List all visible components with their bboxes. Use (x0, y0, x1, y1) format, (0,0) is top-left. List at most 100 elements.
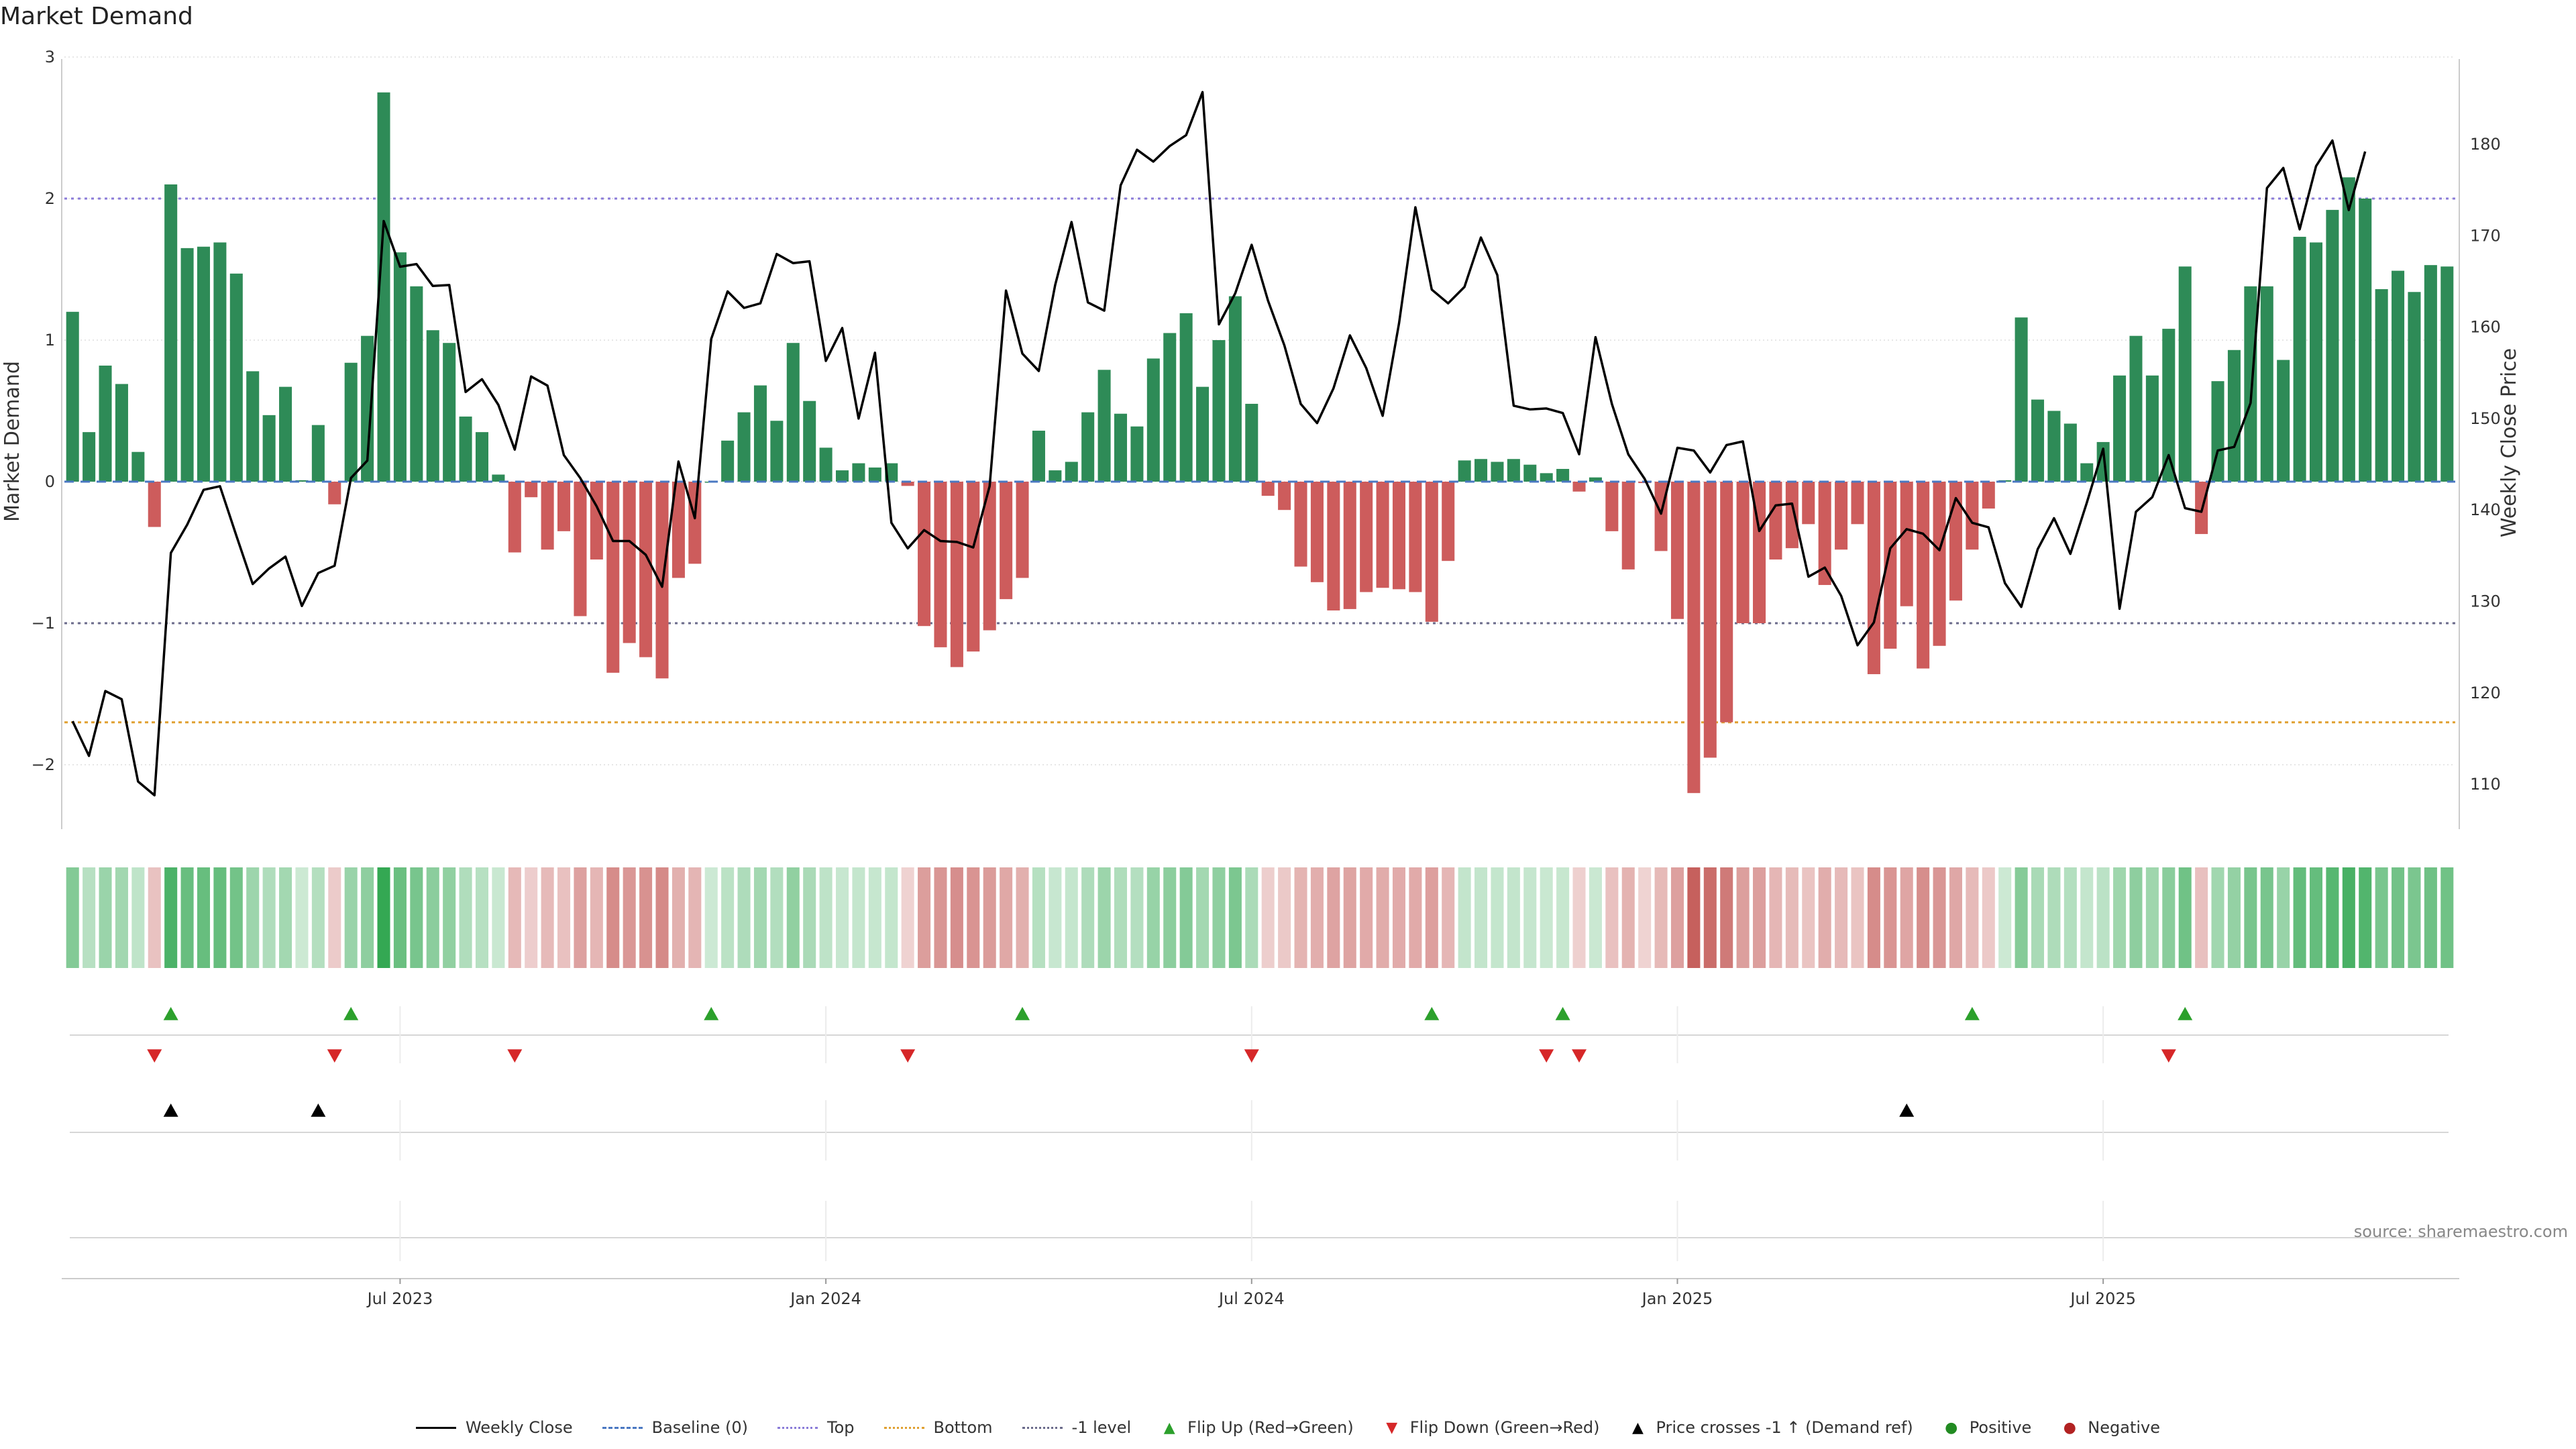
demand-bar (1572, 482, 1586, 492)
heat-cell (1605, 867, 1619, 968)
demand-bar (2408, 292, 2421, 482)
demand-bar (262, 415, 276, 482)
heat-cell (1097, 867, 1111, 968)
demand-bar (2260, 286, 2273, 482)
heat-cell (655, 867, 669, 968)
triangle-up-icon: ▲ (1163, 1419, 1175, 1436)
demand-bar (1032, 431, 1045, 482)
heat-cell (1998, 867, 2012, 968)
demand-bar (934, 482, 947, 647)
demand-bar (1982, 482, 1995, 509)
demand-bar (131, 451, 145, 482)
legend-label: Flip Down (Green→Red) (1409, 1418, 1600, 1437)
heat-cell (131, 867, 145, 968)
heat-cell (1409, 867, 1422, 968)
heat-cell (1949, 867, 1962, 968)
heat-cell (1736, 867, 1750, 968)
y-tick-label: 0 (45, 472, 55, 491)
y2-tick-label: 130 (2470, 592, 2501, 611)
heat-cell (557, 867, 571, 968)
legend-label: Flip Up (Red→Green) (1187, 1418, 1354, 1437)
demand-bar (295, 480, 309, 482)
y-tick-label: 3 (45, 48, 55, 66)
price-cross-marker (311, 1104, 326, 1117)
demand-bar (852, 463, 865, 482)
demand-bar (2113, 375, 2127, 482)
demand-bar (623, 482, 636, 643)
heat-cell (2211, 867, 2224, 968)
heat-cell (2227, 867, 2241, 968)
heat-cell (1900, 867, 1913, 968)
legend-label: Price crosses -1 ↑ (Demand ref) (1656, 1418, 1913, 1437)
demand-bar (2031, 399, 2045, 482)
legend-item: Top (777, 1418, 855, 1437)
heat-cell (1212, 867, 1226, 968)
demand-bar (2145, 375, 2159, 482)
heat-cell (852, 867, 865, 968)
heat-cell (2015, 867, 2028, 968)
demand-bar (1179, 313, 1193, 482)
demand-bar (1065, 462, 1078, 482)
heat-cell (1572, 867, 1586, 968)
heat-cell (606, 867, 620, 968)
heat-cell (836, 867, 849, 968)
heat-cell (508, 867, 521, 968)
demand-bar (361, 335, 374, 482)
legend-label: Weekly Close (465, 1418, 573, 1437)
flip-down-marker (1572, 1049, 1587, 1063)
heat-cell (2342, 867, 2355, 968)
flip-down-marker (327, 1049, 342, 1063)
heat-cell (1818, 867, 1831, 968)
heat-cell (1523, 867, 1537, 968)
heat-cell (590, 867, 603, 968)
demand-bar (541, 482, 554, 550)
demand-bar (1360, 482, 1373, 592)
heat-cell (1343, 867, 1356, 968)
flip-down-marker (2161, 1049, 2176, 1063)
demand-bar (1884, 482, 1897, 649)
demand-bar (1900, 482, 1913, 606)
demand-bar (1589, 477, 1602, 482)
legend-item: ▲ Price crosses -1 ↑ (Demand ref) (1629, 1418, 1913, 1437)
heat-cell (1966, 867, 1979, 968)
demand-bar (2342, 177, 2355, 482)
heat-cell (1327, 867, 1340, 968)
demand-bar (1278, 482, 1291, 511)
demand-bar (1196, 386, 1210, 482)
heat-cell (1654, 867, 1668, 968)
heat-cell (1376, 867, 1389, 968)
demand-bar (1343, 482, 1356, 609)
heat-cell (1425, 867, 1438, 968)
heat-cell (1196, 867, 1210, 968)
demand-bar (1491, 462, 1504, 482)
demand-bar (1917, 482, 1930, 669)
heat-cell (525, 867, 538, 968)
demand-bar (99, 365, 112, 482)
demand-bar (377, 92, 390, 482)
heat-cell (213, 867, 227, 968)
demand-bar (901, 482, 914, 486)
demand-bar (443, 343, 456, 482)
flip-up-marker (1424, 1007, 1440, 1020)
heat-cell (475, 867, 488, 968)
x-tick-label: Jan 2024 (789, 1289, 861, 1308)
demand-bar (1228, 296, 1242, 482)
demand-bar (1442, 482, 1455, 561)
flip-down-marker (900, 1049, 916, 1063)
legend-label: -1 level (1071, 1418, 1132, 1437)
demand-bar (1081, 412, 1095, 482)
heat-cell (983, 867, 996, 968)
legend-line-swatch (883, 1426, 924, 1429)
heat-cell (229, 867, 243, 968)
demand-bar (1736, 482, 1750, 623)
legend-item: ● Negative (2061, 1418, 2160, 1437)
demand-bar (2063, 423, 2077, 482)
demand-bar (2227, 350, 2241, 482)
demand-bar (1769, 482, 1782, 560)
demand-bar (2309, 242, 2323, 482)
demand-bar (1425, 482, 1438, 622)
legend-item: ● Positive (1943, 1418, 2031, 1437)
demand-bar (475, 432, 488, 482)
demand-bar (180, 248, 194, 482)
heat-cell (1589, 867, 1602, 968)
